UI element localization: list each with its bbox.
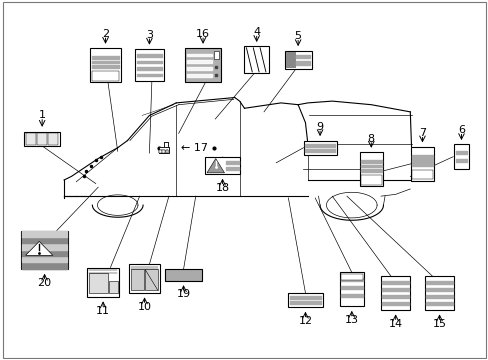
Polygon shape [145, 269, 158, 290]
Bar [48, 133, 59, 145]
Bar [162, 150, 164, 153]
Bar [163, 141, 168, 147]
Text: 4: 4 [253, 27, 260, 37]
Bar [158, 147, 169, 153]
Bar [339, 273, 363, 306]
Text: 1: 1 [39, 111, 45, 121]
Text: 15: 15 [432, 319, 446, 329]
Text: 12: 12 [298, 316, 312, 326]
Bar [37, 133, 47, 145]
Text: 2: 2 [102, 29, 109, 39]
Bar [163, 141, 168, 147]
Bar [411, 170, 432, 180]
Bar [20, 230, 68, 269]
Bar [26, 133, 36, 145]
Text: 14: 14 [388, 319, 402, 329]
Bar [360, 175, 381, 185]
Bar [453, 144, 468, 169]
Polygon shape [25, 242, 53, 255]
Bar [410, 147, 433, 181]
Bar [185, 48, 220, 82]
Bar [92, 71, 119, 81]
Bar [204, 157, 240, 174]
Bar [288, 293, 322, 307]
Bar [135, 49, 163, 81]
Bar [284, 50, 311, 69]
Text: 7: 7 [418, 128, 425, 138]
Text: 18: 18 [215, 183, 229, 193]
Bar [158, 150, 161, 153]
Text: 9: 9 [316, 122, 323, 132]
Bar [303, 140, 336, 155]
Bar [24, 132, 61, 146]
Text: 13: 13 [344, 315, 358, 325]
Text: 5: 5 [294, 31, 301, 41]
Bar [162, 150, 164, 153]
Bar [380, 276, 409, 310]
Bar [165, 150, 168, 153]
Text: 20: 20 [38, 278, 52, 288]
Bar [158, 147, 169, 153]
Text: 11: 11 [96, 306, 110, 315]
Text: ← 17: ← 17 [181, 143, 208, 153]
Text: 3: 3 [145, 30, 153, 40]
Text: 8: 8 [367, 134, 374, 144]
Bar [340, 274, 362, 280]
Text: 6: 6 [457, 125, 464, 135]
Polygon shape [206, 158, 224, 173]
Bar [165, 269, 202, 281]
Bar [89, 273, 107, 293]
Bar [158, 150, 161, 153]
Text: 19: 19 [176, 289, 190, 300]
Bar [424, 276, 453, 310]
Bar [87, 267, 119, 297]
Bar [359, 152, 382, 186]
Bar [213, 51, 219, 59]
Bar [131, 269, 144, 290]
Bar [129, 264, 159, 293]
Bar [90, 48, 121, 82]
Bar [108, 281, 118, 293]
Text: 10: 10 [137, 302, 151, 312]
Bar [165, 150, 168, 153]
Text: 16: 16 [196, 29, 210, 39]
Bar [244, 46, 269, 73]
Bar [285, 51, 296, 68]
